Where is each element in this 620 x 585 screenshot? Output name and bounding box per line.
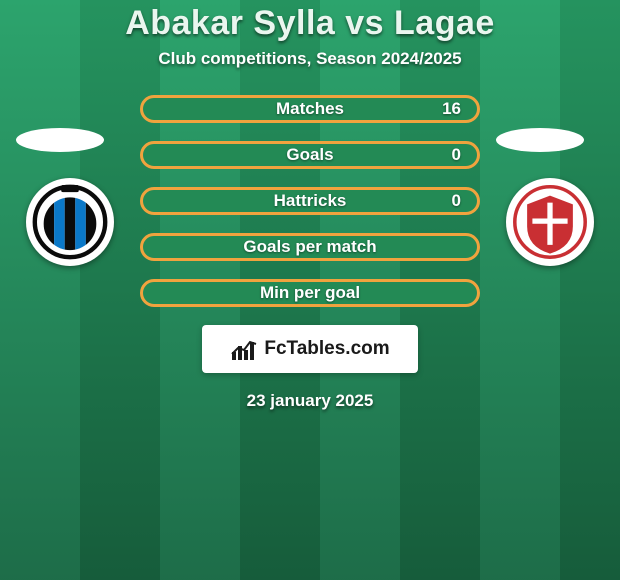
comparison-title: Abakar Sylla vs Lagae [0,4,620,43]
stat-value-right: 0 [452,191,461,211]
fctables-brand: FcTables.com [202,325,418,373]
stat-plate-goals-per-match: Goals per match [140,233,480,261]
bar-chart-icon [230,338,258,360]
stat-plate-min-per-goal: Min per goal [140,279,480,307]
stat-plate-goals: Goals 0 [140,141,480,169]
stat-label: Matches [276,99,344,119]
stat-label: Hattricks [274,191,347,211]
season-subtitle: Club competitions, Season 2024/2025 [0,49,620,69]
stat-value-right: 0 [452,145,461,165]
stat-plate-hattricks: Hattricks 0 [140,187,480,215]
stat-label: Goals per match [243,237,376,257]
stat-label: Min per goal [260,283,360,303]
stat-label: Goals [286,145,333,165]
report-date: 23 january 2025 [0,391,620,411]
stat-value-right: 16 [442,99,461,119]
stat-plate-matches: Matches 16 [140,95,480,123]
brand-text: FcTables.com [264,338,389,360]
stat-plates: Matches 16 Goals 0 Hattricks 0 Goals per match… [0,95,620,307]
